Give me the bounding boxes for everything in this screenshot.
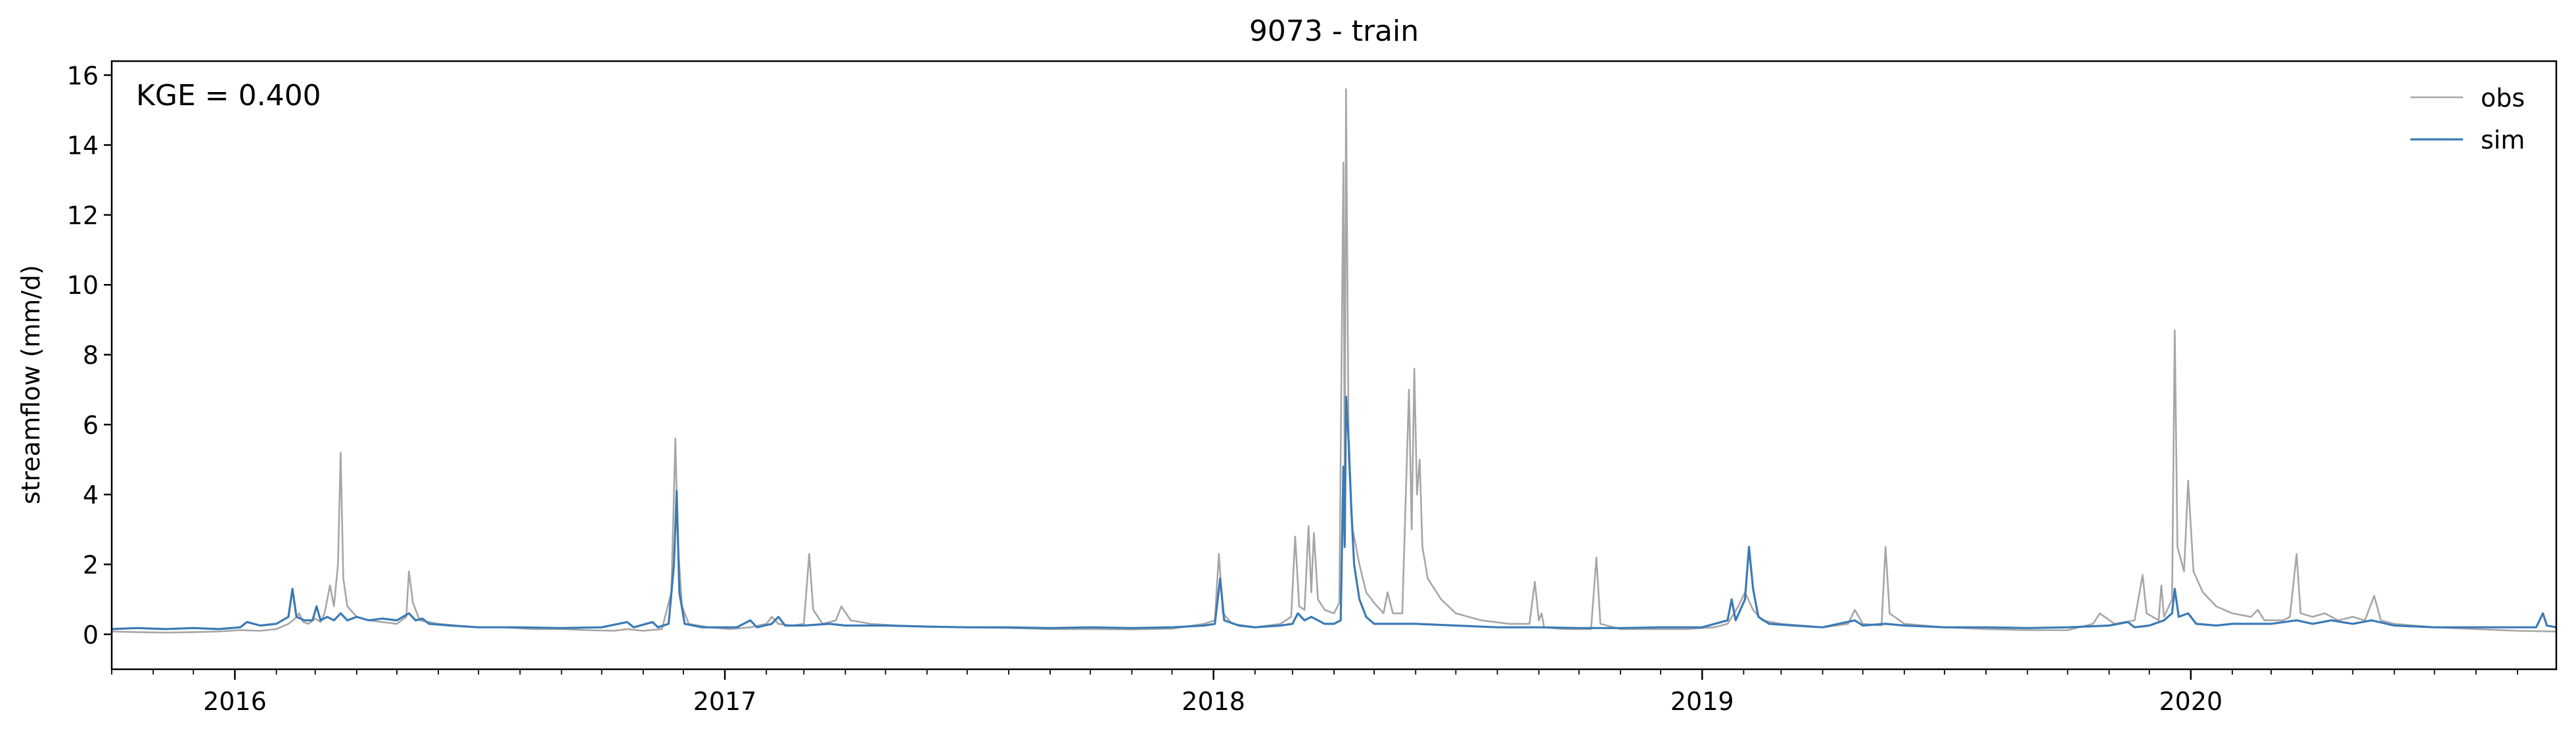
- legend-label-obs: obs: [2481, 83, 2525, 112]
- x-axis: 2016 2017 2018 2019 2020: [111, 669, 2518, 716]
- x-tick-label: 2020: [2159, 687, 2222, 716]
- legend-label-sim: sim: [2481, 126, 2525, 154]
- y-tick-label: 0: [83, 621, 99, 650]
- series-line-sim: [111, 395, 2557, 630]
- y-tick-label: 14: [67, 131, 99, 160]
- y-tick-label: 8: [83, 341, 99, 370]
- x-tick-label: 2017: [693, 687, 757, 716]
- y-tick-label: 6: [83, 411, 99, 440]
- y-tick-label: 4: [83, 481, 99, 510]
- y-axis: 0 2 4 6 8 10 12 14 16: [67, 61, 112, 650]
- x-tick-label: 2019: [1670, 687, 1734, 716]
- y-tick-label: 2: [83, 551, 99, 580]
- chart-title: 9073 - train: [1249, 14, 1419, 48]
- legend: obs sim: [2410, 83, 2525, 154]
- y-tick-label: 12: [67, 201, 99, 230]
- y-tick-label: 10: [67, 271, 99, 300]
- x-tick-label: 2016: [203, 687, 267, 716]
- y-axis-label: streamflow (mm/d): [16, 265, 45, 504]
- y-tick-label: 16: [67, 61, 99, 90]
- plot-area: [111, 88, 2557, 634]
- kge-annotation: KGE = 0.400: [136, 79, 321, 112]
- series-line-obs: [111, 88, 2557, 634]
- x-tick-label: 2018: [1182, 687, 1245, 716]
